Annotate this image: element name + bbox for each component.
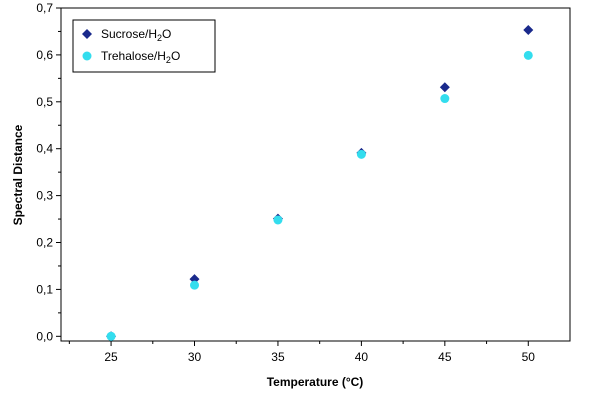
- y-axis: 0,0 0,1 0,2 0,3 0,4 0,5 0,6 0,7: [36, 1, 61, 343]
- x-tick-label: 40: [355, 350, 369, 364]
- legend-marker-trehalose: [82, 51, 92, 61]
- x-tick-label: 50: [522, 350, 536, 364]
- y-axis-title: Spectral Distance: [11, 124, 25, 225]
- legend-frame: [72, 19, 216, 73]
- y-tick-label: 0,5: [36, 95, 53, 109]
- data-point-trehalose: [440, 94, 450, 104]
- y-tick-label: 0,6: [36, 48, 53, 62]
- x-tick-label: 45: [438, 350, 452, 364]
- x-axis: 25 30 35 40 45 50: [68, 341, 536, 364]
- legend-label-sucrose: Sucrose/H2O: [101, 27, 171, 43]
- data-points: [106, 25, 534, 342]
- y-tick-label: 0,1: [36, 282, 53, 296]
- data-point-trehalose: [190, 280, 200, 290]
- legend: Sucrose/H2O Trehalose/H2O: [72, 19, 216, 73]
- y-tick-label: 0,3: [36, 189, 53, 203]
- legend-item-trehalose: Trehalose/H2O: [82, 49, 180, 65]
- y-tick-label: 0,4: [36, 142, 53, 156]
- data-point-trehalose: [356, 149, 366, 159]
- data-point-trehalose: [273, 215, 283, 225]
- data-point-trehalose: [523, 50, 533, 60]
- y-tick-label: 0,7: [36, 1, 53, 15]
- legend-label-trehalose: Trehalose/H2O: [101, 49, 180, 65]
- plot-area-frame: [60, 7, 571, 342]
- x-axis-title: Temperature (°C): [267, 375, 364, 389]
- legend-marker-sucrose: [82, 29, 92, 39]
- data-point-sucrose: [439, 82, 450, 93]
- x-tick-label: 35: [271, 350, 285, 364]
- x-tick-label: 30: [188, 350, 202, 364]
- y-tick-label: 0,0: [36, 329, 53, 343]
- x-tick-label: 25: [104, 350, 118, 364]
- data-point-trehalose: [106, 331, 116, 341]
- data-point-sucrose: [523, 25, 534, 36]
- y-tick-label: 0,2: [36, 236, 53, 250]
- legend-item-sucrose: Sucrose/H2O: [82, 27, 171, 43]
